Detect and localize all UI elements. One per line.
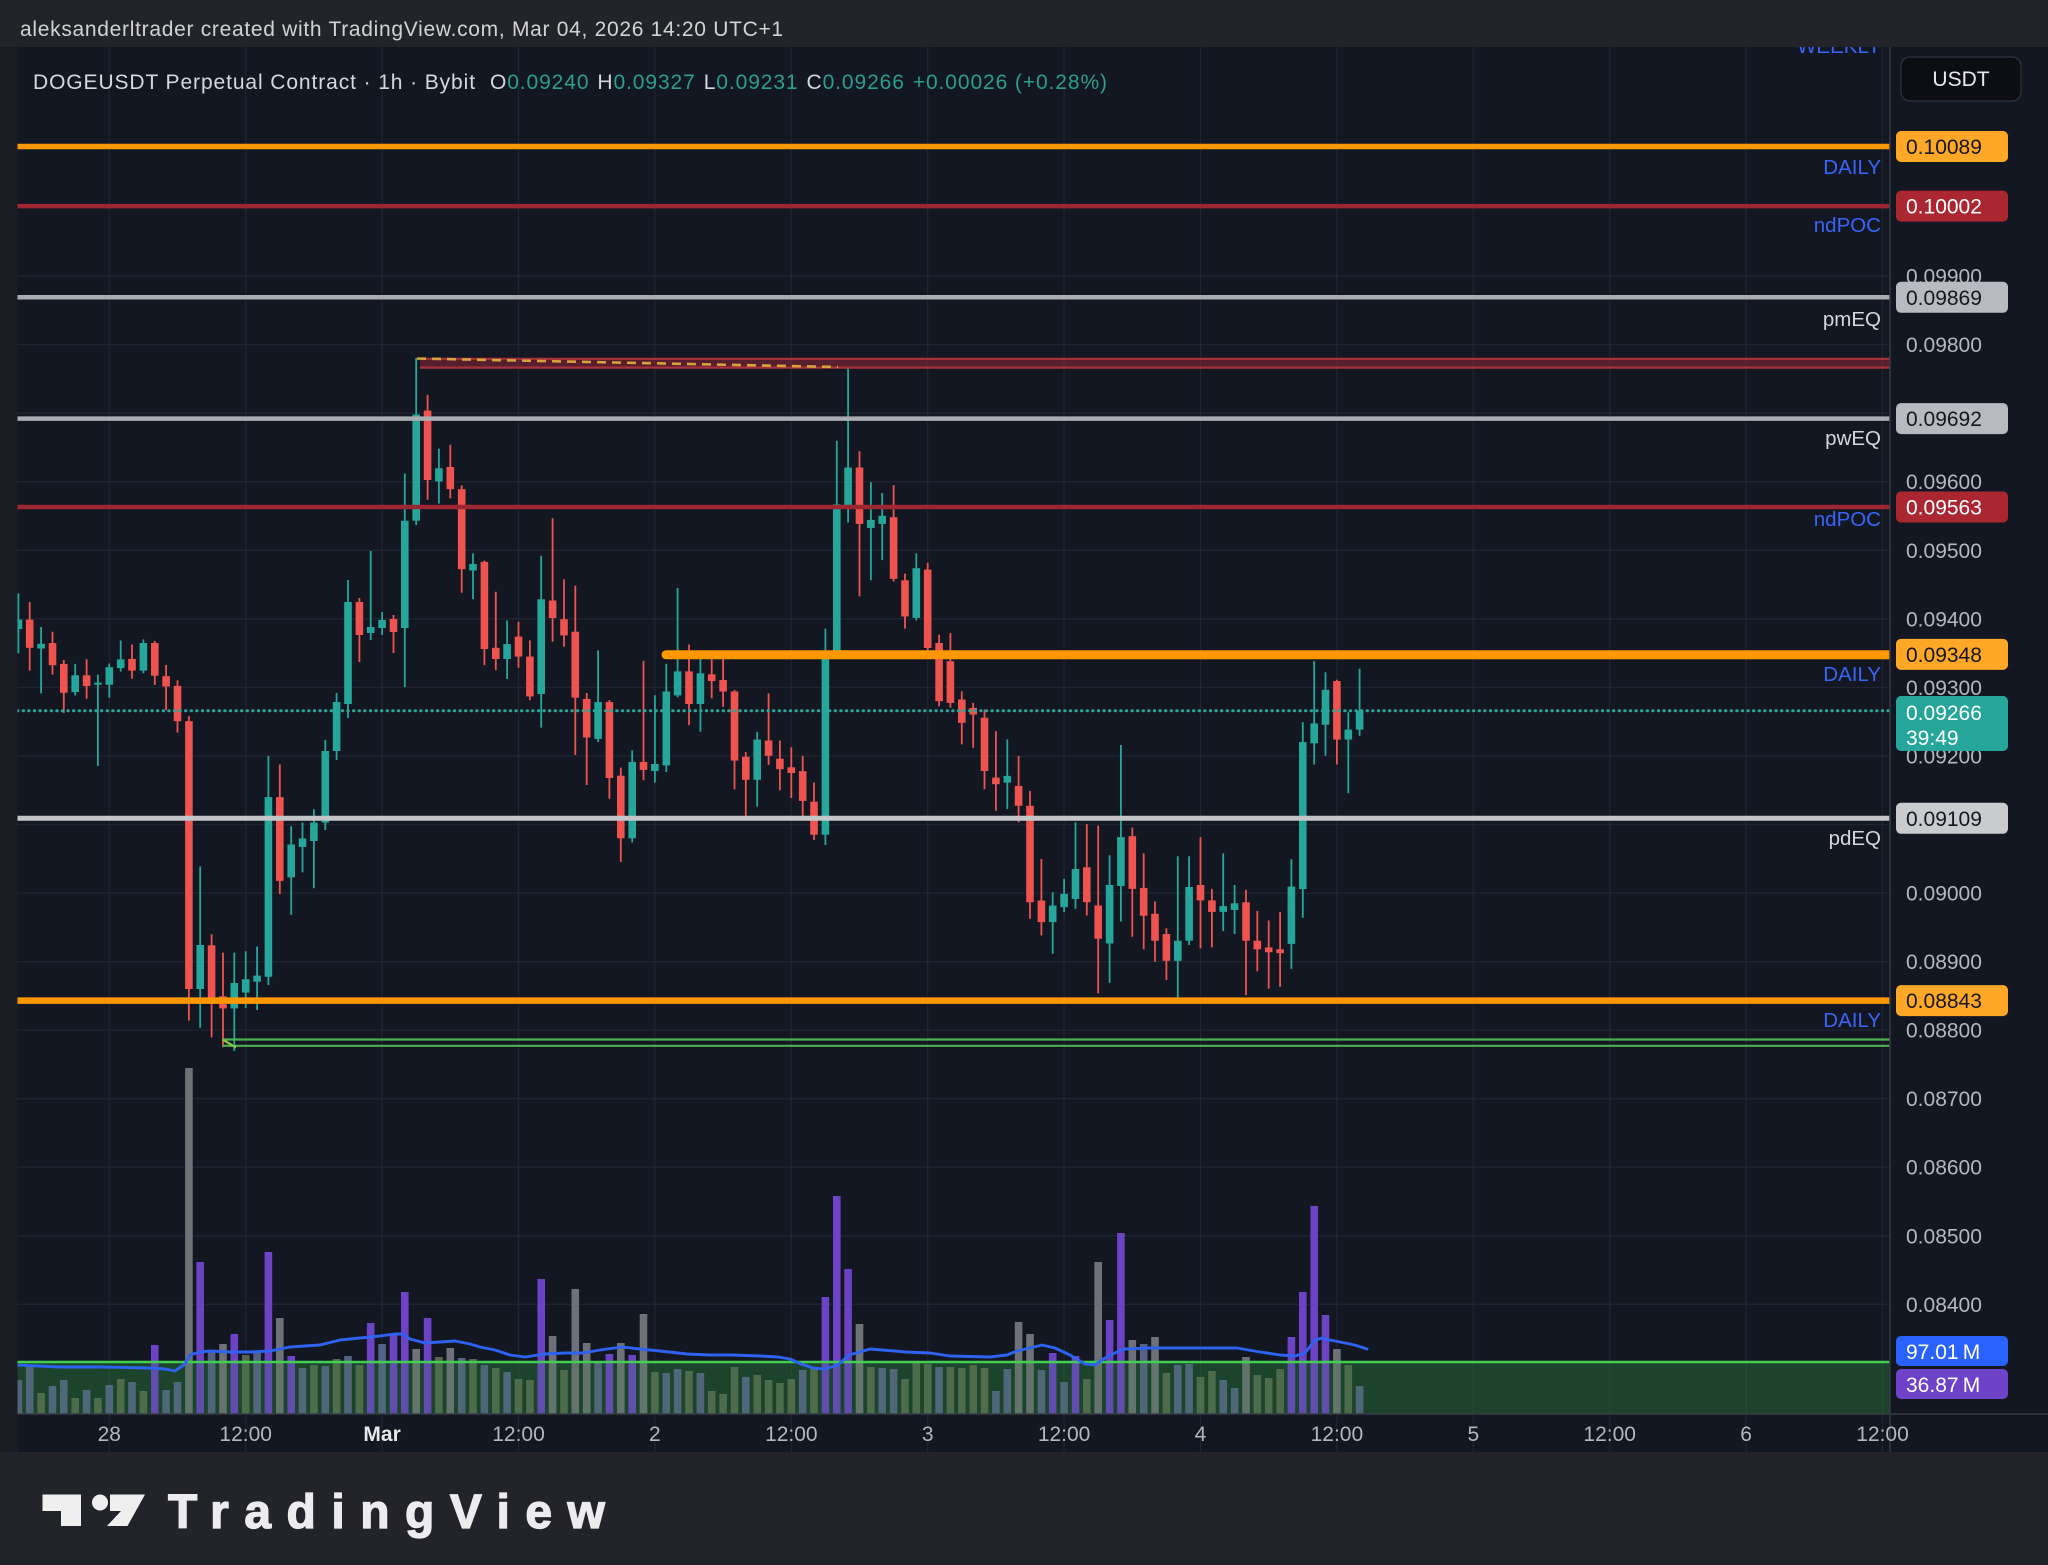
- svg-text:0.09000: 0.09000: [1906, 883, 1982, 906]
- svg-text:DAILY: DAILY: [1823, 663, 1881, 686]
- svg-text:0.09300: 0.09300: [1906, 677, 1982, 700]
- svg-text:0.08600: 0.08600: [1906, 1157, 1982, 1180]
- svg-text:ndPOC: ndPOC: [1814, 508, 1881, 531]
- svg-text:pwEQ: pwEQ: [1825, 427, 1881, 450]
- svg-text:USDT: USDT: [1932, 68, 1989, 91]
- svg-text:39:49: 39:49: [1906, 727, 1959, 750]
- svg-text:TradingView: TradingView: [168, 1486, 620, 1539]
- svg-text:DAILY: DAILY: [1823, 156, 1881, 179]
- svg-text:0.09692: 0.09692: [1906, 408, 1982, 431]
- svg-text:0.09500: 0.09500: [1906, 540, 1982, 563]
- svg-text:6: 6: [1740, 1423, 1752, 1446]
- svg-text:12:00: 12:00: [1856, 1423, 1909, 1446]
- svg-text:0.08500: 0.08500: [1906, 1225, 1982, 1248]
- svg-text:3: 3: [922, 1423, 934, 1446]
- svg-text:ndPOC: ndPOC: [1814, 214, 1881, 237]
- svg-text:0.09800: 0.09800: [1906, 334, 1982, 357]
- svg-text:4: 4: [1195, 1423, 1207, 1446]
- svg-text:0.08843: 0.08843: [1906, 990, 1982, 1013]
- svg-text:12:00: 12:00: [1583, 1423, 1636, 1446]
- svg-text:0.09109: 0.09109: [1906, 808, 1982, 831]
- svg-text:0.09400: 0.09400: [1906, 608, 1982, 631]
- svg-text:5: 5: [1467, 1423, 1479, 1446]
- svg-text:0.08800: 0.08800: [1906, 1020, 1982, 1043]
- svg-text:12:00: 12:00: [1311, 1423, 1364, 1446]
- svg-text:36.87 M: 36.87 M: [1906, 1374, 1980, 1397]
- svg-text:12:00: 12:00: [492, 1423, 545, 1446]
- svg-text:Mar: Mar: [363, 1423, 400, 1446]
- svg-text:0.08400: 0.08400: [1906, 1294, 1982, 1317]
- svg-text:0.09348: 0.09348: [1906, 644, 1982, 667]
- svg-text:12:00: 12:00: [1038, 1423, 1091, 1446]
- svg-text:0.09869: 0.09869: [1906, 287, 1982, 310]
- svg-text:0.10089: 0.10089: [1906, 136, 1982, 159]
- svg-text:0.09200: 0.09200: [1906, 745, 1982, 768]
- svg-text:0.08900: 0.08900: [1906, 951, 1982, 974]
- svg-text:0.09563: 0.09563: [1906, 497, 1982, 520]
- svg-text:12:00: 12:00: [765, 1423, 818, 1446]
- svg-text:pmEQ: pmEQ: [1823, 308, 1881, 331]
- svg-text:DAILY: DAILY: [1823, 1009, 1881, 1032]
- svg-text:0.08700: 0.08700: [1906, 1088, 1982, 1111]
- svg-text:97.01 M: 97.01 M: [1906, 1341, 1980, 1364]
- svg-text:2: 2: [649, 1423, 661, 1446]
- svg-text:aleksanderltrader created with: aleksanderltrader created with TradingVi…: [20, 18, 784, 41]
- svg-text:12:00: 12:00: [219, 1423, 272, 1446]
- svg-text:0.09266: 0.09266: [1906, 702, 1982, 725]
- svg-text:28: 28: [98, 1423, 121, 1446]
- svg-text:DOGEUSDT Perpetual Contract ·: DOGEUSDT Perpetual Contract · 1h · Bybit…: [33, 71, 1108, 94]
- svg-text:0.10002: 0.10002: [1906, 196, 1982, 219]
- svg-text:0.09600: 0.09600: [1906, 471, 1982, 494]
- svg-text:pdEQ: pdEQ: [1829, 827, 1881, 850]
